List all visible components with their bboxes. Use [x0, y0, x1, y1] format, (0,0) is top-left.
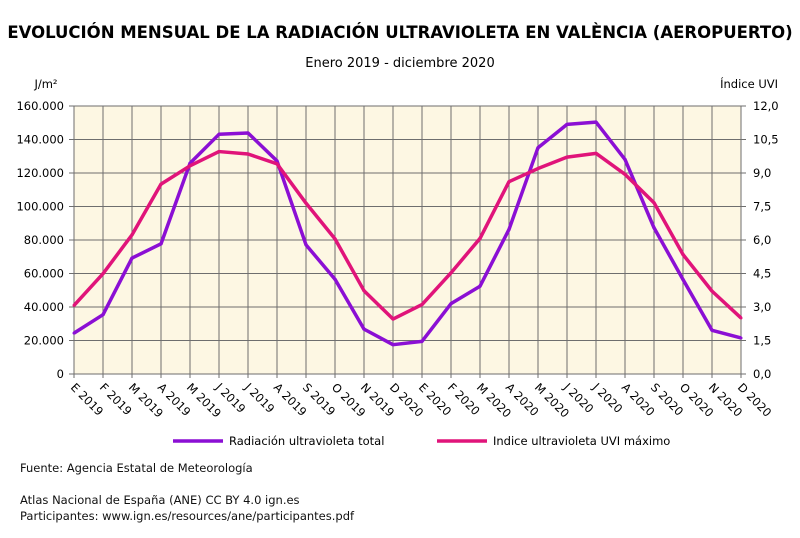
data-point — [333, 237, 337, 241]
chart: EVOLUCIÓN MENSUAL DE LA RADIACIÓN ULTRAV… — [7, 23, 792, 448]
data-point — [652, 226, 656, 230]
data-point — [594, 151, 598, 155]
y-left-tick-label: 40.000 — [24, 300, 64, 314]
y-left-tick-label: 20.000 — [24, 334, 64, 348]
data-point — [304, 201, 308, 205]
y-right-tick-label: 4,5 — [753, 267, 771, 281]
source-note: Fuente: Agencia Estatal de Meteorología — [20, 461, 253, 475]
data-point — [507, 180, 511, 184]
y-left-tick-label: 120.000 — [16, 166, 64, 180]
data-point — [72, 303, 76, 307]
y-right-tick-label: 3,0 — [753, 300, 771, 314]
data-point — [652, 201, 656, 205]
x-tick-label: J 2019 — [241, 380, 277, 416]
data-point — [130, 256, 134, 260]
data-point — [710, 289, 714, 293]
y-right-tick-label: 12,0 — [753, 99, 779, 113]
data-point — [217, 132, 221, 136]
data-point — [449, 271, 453, 275]
data-point — [362, 327, 366, 331]
data-point — [275, 162, 279, 166]
data-point — [739, 336, 743, 340]
x-tick-label: J 2020 — [589, 380, 625, 416]
data-point — [304, 243, 308, 247]
data-point — [275, 159, 279, 163]
data-point — [101, 313, 105, 317]
series-line-radiation — [73, 120, 742, 347]
y-left-tick-label: 0 — [57, 367, 64, 381]
legend-label: Radiación ultravioleta total — [229, 434, 384, 448]
chart-subtitle: Enero 2019 - diciembre 2020 — [305, 56, 494, 71]
data-point — [478, 284, 482, 288]
y-right-tick-label: 6,0 — [753, 233, 771, 247]
y-right-tick-label: 1,5 — [753, 334, 771, 348]
y-left-tick-label: 80.000 — [24, 233, 64, 247]
y-right-tick-label: 9,0 — [753, 166, 771, 180]
chart-title: EVOLUCIÓN MENSUAL DE LA RADIACIÓN ULTRAV… — [7, 23, 792, 42]
license-note: Atlas Nacional de España (ANE) CC BY 4.0… — [20, 493, 300, 507]
data-point — [362, 289, 366, 293]
data-point — [333, 277, 337, 281]
y-right-tick-label: 10,5 — [753, 133, 779, 147]
data-point — [130, 233, 134, 237]
data-point — [623, 172, 627, 176]
y-left-tick-label: 60.000 — [24, 267, 64, 281]
data-point — [536, 146, 540, 150]
data-point — [739, 316, 743, 320]
series-line-uvi — [72, 149, 743, 321]
y-left-axis-label: J/m² — [33, 77, 57, 91]
data-point — [246, 131, 250, 135]
data-point — [478, 236, 482, 240]
y-right-axis-label: Índice UVI — [720, 76, 778, 91]
data-point — [536, 167, 540, 171]
data-point — [420, 339, 424, 343]
data-point — [710, 328, 714, 332]
data-point — [681, 278, 685, 282]
data-point — [449, 302, 453, 306]
y-right-tick-label: 7,5 — [753, 200, 771, 214]
data-point — [159, 182, 163, 186]
data-point — [681, 253, 685, 257]
data-point — [246, 152, 250, 156]
data-point — [594, 120, 598, 124]
data-point — [217, 150, 221, 154]
data-point — [565, 122, 569, 126]
y-left-tick-label: 160.000 — [16, 99, 64, 113]
legend-label: Indice ultravioleta UVI máximo — [493, 434, 670, 448]
data-point — [565, 155, 569, 159]
participants-link[interactable]: Participantes: www.ign.es/resources/ane/… — [20, 509, 355, 523]
data-point — [420, 303, 424, 307]
data-point — [159, 242, 163, 246]
data-point — [391, 317, 395, 321]
data-point — [507, 227, 511, 231]
data-point — [188, 164, 192, 168]
data-point — [101, 272, 105, 276]
data-point — [391, 343, 395, 347]
y-left-tick-label: 140.000 — [16, 133, 64, 147]
y-left-tick-label: 100.000 — [16, 200, 64, 214]
y-right-tick-label: 0,0 — [753, 367, 771, 381]
data-point — [72, 331, 76, 335]
data-point — [623, 157, 627, 161]
